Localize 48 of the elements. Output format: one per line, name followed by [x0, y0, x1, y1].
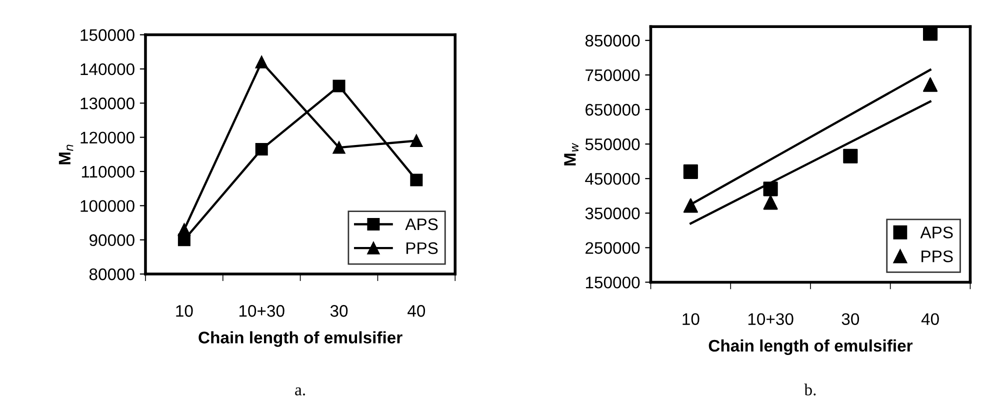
point [683, 164, 698, 179]
point [923, 77, 938, 92]
point [683, 198, 698, 213]
y-tick-label: 120000 [80, 132, 134, 144]
legend-label: PPS [406, 242, 438, 254]
y-axis-title: M$_{w}$ [564, 142, 578, 166]
legend-label: APS [920, 226, 953, 238]
y-axis-title: M$_{n}$ [58, 144, 74, 164]
point [255, 56, 268, 68]
x-tick-label: 40 [921, 313, 939, 326]
y-tick-label: 550000 [585, 138, 640, 150]
point [763, 182, 778, 196]
x-axis-title: Chain length of emulsifier [198, 331, 402, 347]
point [763, 195, 778, 210]
text: b. [804, 384, 816, 396]
x-tick-label: 10 [682, 313, 700, 326]
x-tick-label: 30 [842, 313, 860, 326]
legend-label: PPS [922, 250, 953, 262]
y-tick-label: 110000 [82, 166, 134, 178]
point [178, 223, 190, 236]
y-tick-label: 90000 [90, 234, 134, 246]
point [332, 80, 346, 92]
y-tick-label: 850000 [585, 34, 640, 47]
point [923, 26, 938, 41]
y-tick-label: 250000 [586, 242, 640, 254]
x-tick-label: 10+30 [239, 305, 284, 317]
x-axis-title: Chain length of emulsifier [708, 339, 913, 356]
y-tick-label: 750000 [586, 69, 640, 82]
y-tick-label: 150000 [586, 276, 640, 288]
point [410, 134, 423, 147]
x-tick-label: 10 [176, 305, 193, 317]
point [255, 143, 268, 156]
x-tick-label: 30 [330, 305, 348, 317]
y-tick-label: 140000 [80, 63, 134, 76]
legend-label: APS [405, 218, 438, 230]
y-tick-label: 150000 [80, 29, 134, 41]
y-tick-label: 100000 [80, 200, 134, 212]
y-tick-label: 450000 [585, 172, 640, 185]
text: a. [295, 387, 305, 396]
y-tick-label: 650000 [586, 104, 640, 116]
point [332, 141, 346, 154]
y-tick-label: 130000 [80, 98, 134, 110]
x-tick-label: 10+30 [748, 313, 794, 326]
y-tick-label: 350000 [585, 208, 640, 220]
point [410, 174, 423, 186]
point [843, 148, 858, 164]
x-tick-label: 40 [408, 305, 426, 317]
y-tick-label: 80000 [89, 268, 134, 280]
